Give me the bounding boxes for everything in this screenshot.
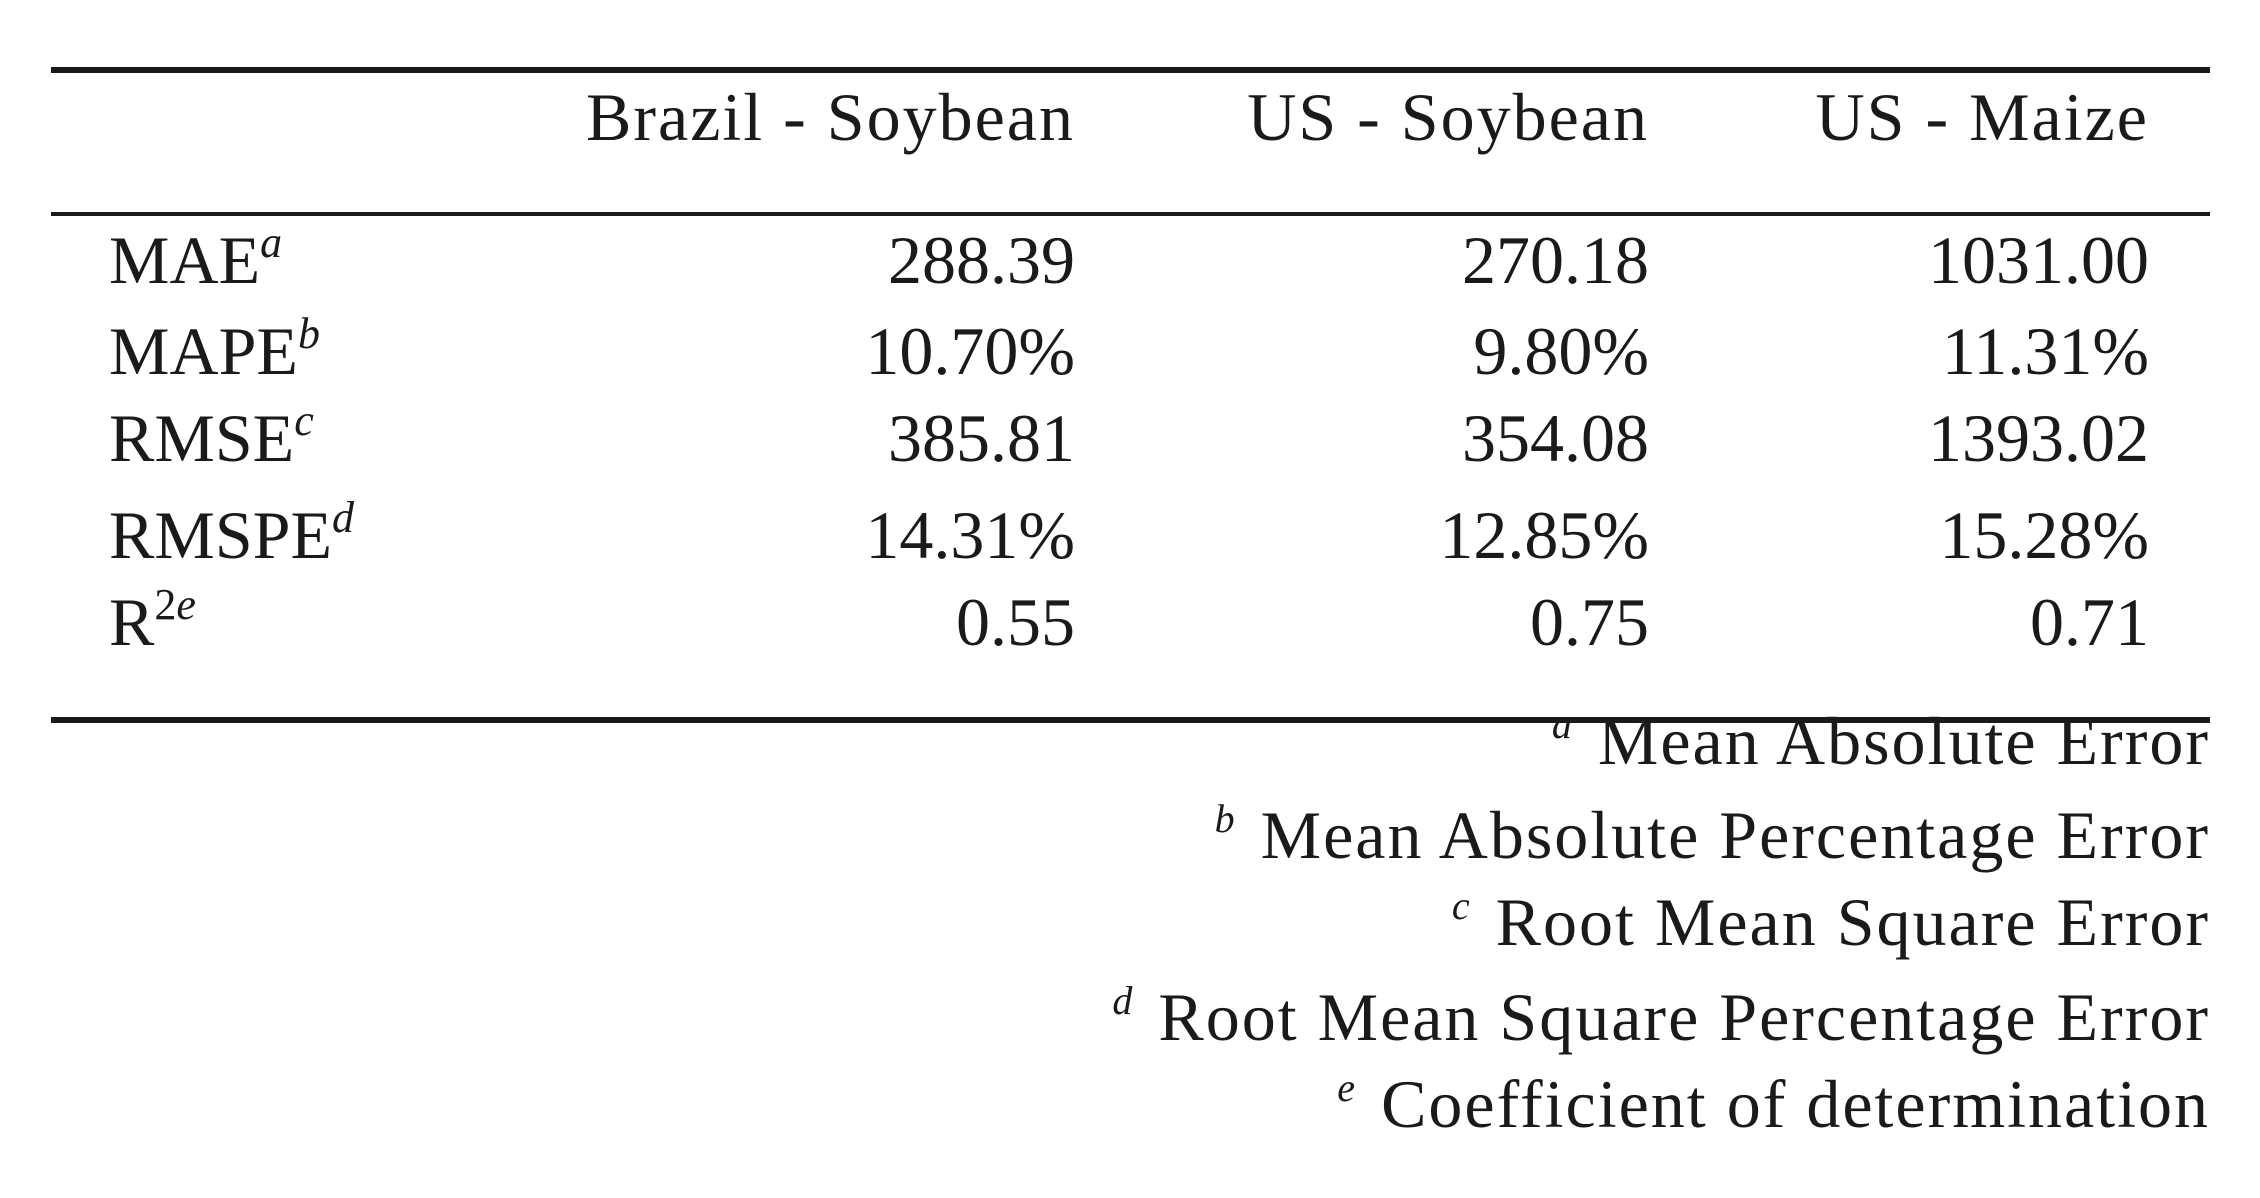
row-label: RMSEc	[109, 396, 314, 476]
footnote-mark: d	[1112, 978, 1134, 1023]
cell-value: 12.85%	[1439, 497, 1649, 573]
footnote-mark: b	[1215, 796, 1237, 841]
note-mark: d	[332, 493, 355, 542]
cell-value: 1393.02	[1928, 400, 2149, 476]
note-mark: b	[298, 309, 320, 358]
exponent: 2	[154, 580, 176, 629]
cell-value: 354.08	[1462, 400, 1649, 476]
cell-value: 0.55	[956, 584, 1075, 660]
metric: RMSE	[109, 400, 294, 476]
metric: MAPE	[109, 313, 298, 389]
footnote-text: Coefficient of determination	[1381, 1066, 2210, 1142]
footnote-mark: e	[1337, 1065, 1357, 1110]
note-mark: c	[294, 396, 314, 445]
cell-value: 10.70%	[865, 313, 1075, 389]
footnote-text: Mean Absolute Error	[1598, 703, 2210, 779]
cell-value: 14.31%	[865, 497, 1075, 573]
row-label: MAEa	[109, 218, 282, 298]
footnote: d Root Mean Square Percentage Error	[1112, 978, 2210, 1055]
row-label: MAPEb	[109, 309, 320, 389]
cell-value: 1031.00	[1928, 222, 2149, 298]
footnote: b Mean Absolute Percentage Error	[1215, 796, 2210, 873]
column-header: Brazil - Soybean	[586, 79, 1075, 155]
cell-value: 0.75	[1530, 584, 1649, 660]
column-header: US - Maize	[1816, 79, 2149, 155]
row-label: R2e	[109, 580, 196, 660]
metric: RMSPE	[109, 497, 332, 573]
cell-value: 9.80%	[1473, 313, 1649, 389]
cell-value: 288.39	[888, 222, 1075, 298]
footnote: c Root Mean Square Error	[1452, 883, 2210, 960]
cell-value: 15.28%	[1939, 497, 2149, 573]
footnote-mark: a	[1552, 702, 1574, 747]
cell-value: 0.71	[2030, 584, 2149, 660]
footnote-text: Root Mean Square Error	[1496, 884, 2210, 960]
metric: MAE	[109, 222, 260, 298]
footnote-text: Mean Absolute Percentage Error	[1261, 797, 2210, 873]
footnote-text: Root Mean Square Percentage Error	[1158, 979, 2210, 1055]
cell-value: 11.31%	[1942, 313, 2149, 389]
note-mark: e	[176, 580, 196, 629]
footnote-mark: c	[1452, 883, 1472, 928]
footnote: e Coefficient of determination	[1337, 1065, 2210, 1142]
column-header: US - Soybean	[1247, 79, 1649, 155]
cell-value: 270.18	[1462, 222, 1649, 298]
cell-value: 385.81	[888, 400, 1075, 476]
footnote: a Mean Absolute Error	[1552, 702, 2210, 779]
note-mark: a	[260, 218, 282, 267]
row-label: RMSPEd	[109, 493, 355, 573]
metric: R	[109, 584, 155, 660]
